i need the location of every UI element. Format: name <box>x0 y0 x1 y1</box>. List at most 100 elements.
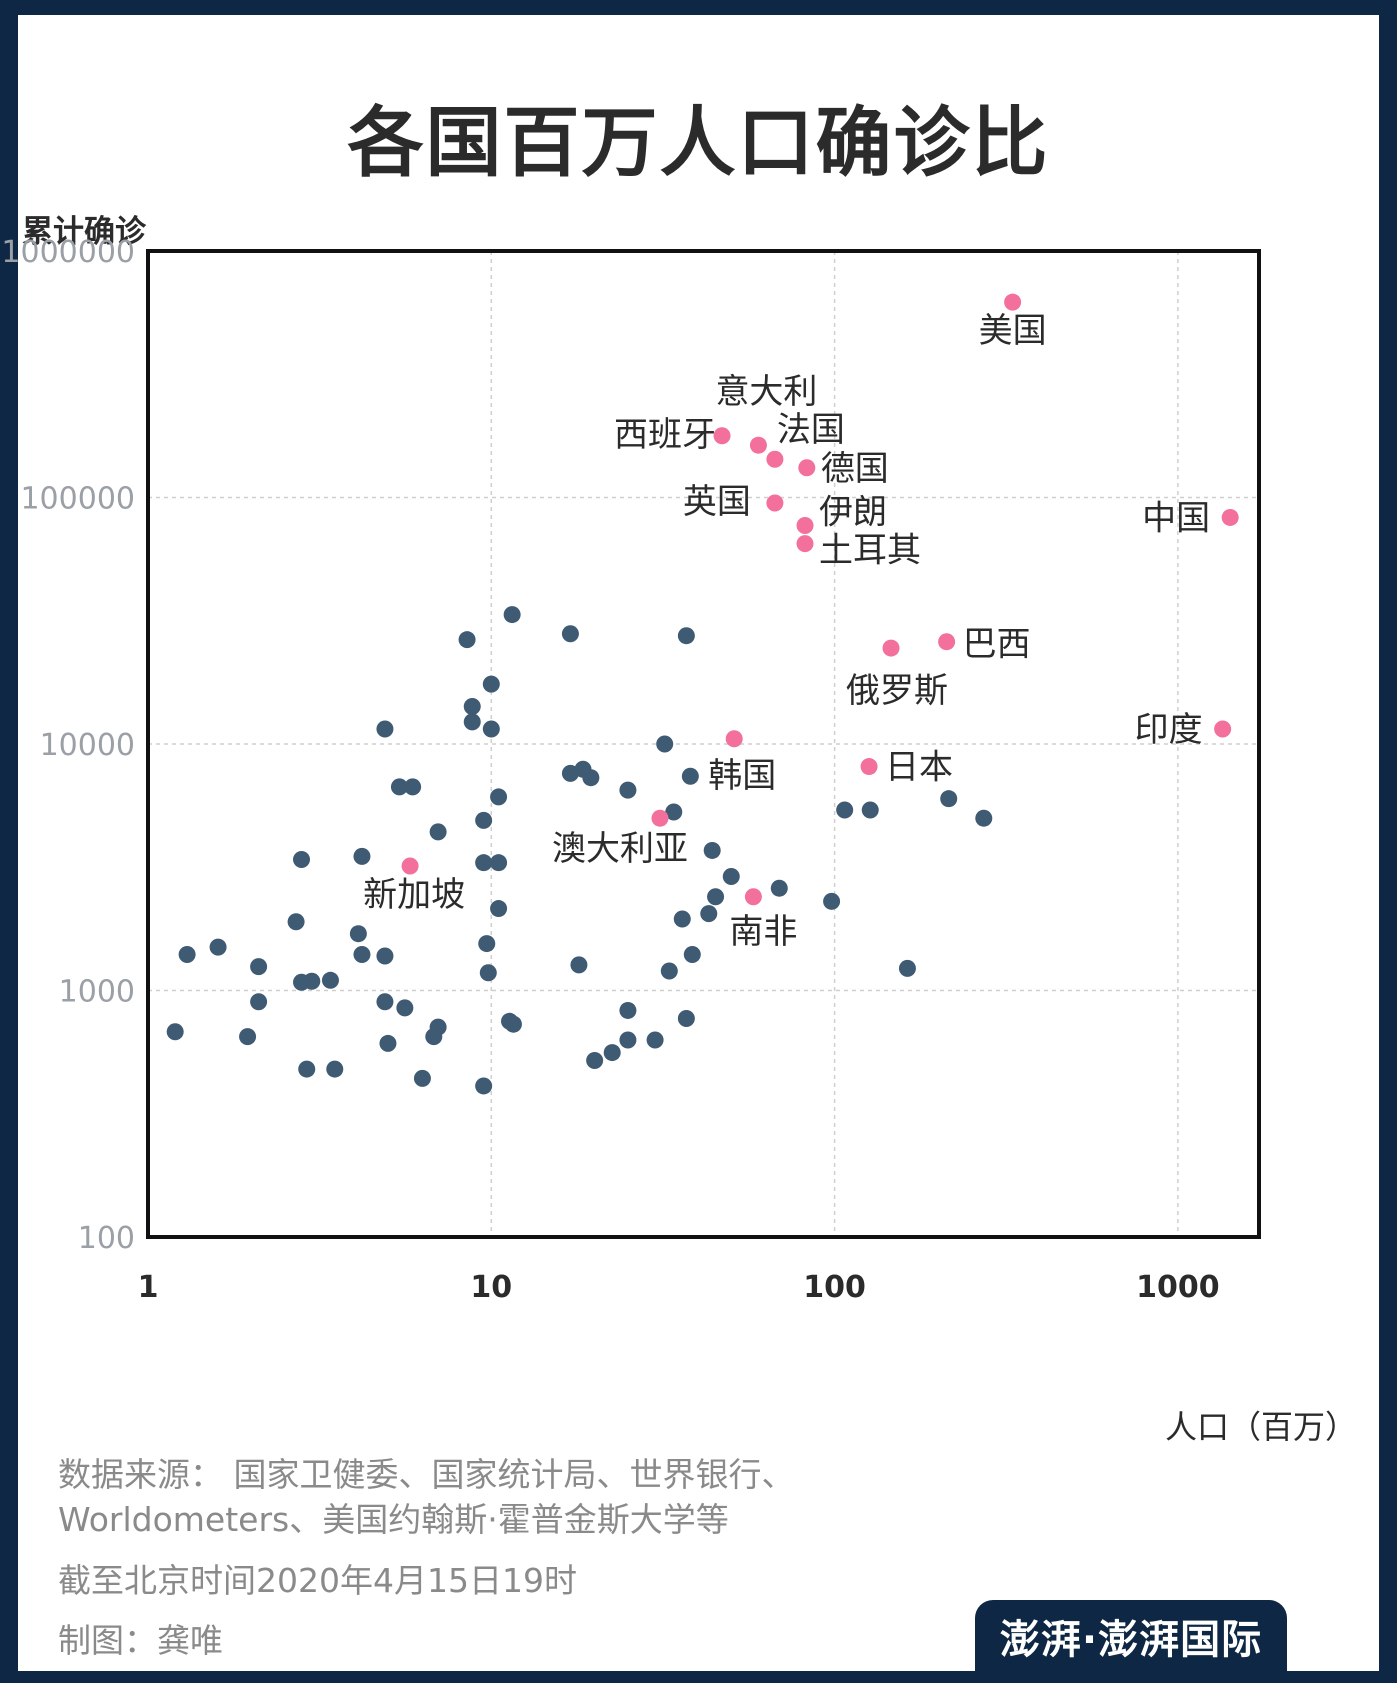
data-point <box>673 910 691 928</box>
data-point <box>166 1023 184 1041</box>
data-point <box>619 781 637 799</box>
point-label: 英国 <box>683 482 751 522</box>
point-label: 新加坡 <box>363 875 465 915</box>
highlight-point <box>1214 720 1232 738</box>
data-point <box>677 627 695 645</box>
data-point <box>379 1034 397 1052</box>
highlight-point <box>1004 293 1022 311</box>
data-point <box>700 905 718 923</box>
data-point <box>390 778 408 796</box>
data-point <box>656 735 674 753</box>
point-label: 巴西 <box>963 625 1031 665</box>
data-point <box>586 1052 604 1070</box>
highlight-point <box>401 857 419 875</box>
highlight-point <box>766 450 784 468</box>
x-tick-label: 1 <box>138 1270 159 1305</box>
data-point <box>376 720 394 738</box>
y-tick-label: 100000 <box>20 482 135 517</box>
point-label: 南非 <box>729 912 797 952</box>
data-point <box>250 993 268 1011</box>
data-point <box>677 1009 695 1027</box>
data-point <box>836 801 854 819</box>
data-point <box>898 959 916 977</box>
chart-title: 各国百万人口确诊比 <box>347 98 1050 187</box>
x-tick-label: 1000 <box>1136 1270 1220 1305</box>
source-line-2: Worldometers、美国约翰斯·霍普金斯大学等 <box>58 1500 729 1539</box>
highlight-point <box>749 436 767 454</box>
point-label: 西班牙 <box>614 415 716 455</box>
plot-border <box>146 249 1261 1239</box>
data-point <box>490 900 508 918</box>
data-point <box>250 958 268 976</box>
highlight-point <box>1221 508 1239 526</box>
data-point <box>823 892 841 910</box>
highlight-point <box>796 516 814 534</box>
data-point <box>504 1015 522 1033</box>
data-point <box>975 809 993 827</box>
highlight-point <box>796 535 814 553</box>
point-label: 中国 <box>1142 498 1210 538</box>
data-point <box>209 938 227 956</box>
data-point <box>303 972 321 990</box>
source-line-1: 数据来源： 国家卫健委、国家统计局、世界银行、 <box>58 1455 795 1494</box>
data-point <box>396 999 414 1017</box>
data-point <box>582 769 600 787</box>
data-point <box>665 803 683 821</box>
y-tick-label: 10000 <box>40 728 135 763</box>
highlight-point <box>725 730 743 748</box>
highlight-point <box>938 633 956 651</box>
data-point <box>463 697 481 715</box>
x-tick-labels: 1 10 100 1000 <box>138 1270 1220 1305</box>
highlight-point <box>713 427 731 445</box>
data-point <box>707 888 725 906</box>
data-point <box>490 788 508 806</box>
data-point <box>429 823 447 841</box>
data-point <box>475 854 493 872</box>
data-point <box>376 947 394 965</box>
data-point <box>321 971 339 989</box>
point-label: 韩国 <box>708 756 776 796</box>
data-point <box>404 778 422 796</box>
data-point <box>940 790 958 808</box>
data-point <box>413 1069 431 1087</box>
data-point <box>722 868 740 886</box>
highlight-point <box>766 494 784 512</box>
data-point <box>326 1060 344 1078</box>
data-point <box>178 945 196 963</box>
data-point <box>561 625 579 643</box>
data-point <box>660 962 678 980</box>
data-point <box>478 935 496 953</box>
point-label: 法国 <box>777 410 845 450</box>
data-point <box>619 1031 637 1049</box>
data-point <box>353 945 371 963</box>
point-label: 俄罗斯 <box>846 671 948 711</box>
data-point <box>861 801 879 819</box>
x-tick-label: 100 <box>803 1270 866 1305</box>
data-point <box>475 811 493 829</box>
grid-lines <box>148 251 1259 1237</box>
date-note: 截至北京时间2020年4月15日19时 <box>58 1561 577 1600</box>
data-point <box>458 631 476 649</box>
data-point <box>770 879 788 897</box>
data-point <box>646 1031 664 1049</box>
data-point <box>482 675 500 693</box>
x-axis-label: 人口（百万） <box>1164 1408 1357 1446</box>
labeled-points <box>401 293 1239 906</box>
highlight-point <box>744 888 762 906</box>
point-label: 美国 <box>979 311 1047 351</box>
highlight-point <box>651 809 669 827</box>
data-point <box>293 850 311 868</box>
data-point <box>349 925 367 943</box>
data-point <box>425 1028 443 1046</box>
y-axis-label: 累计确诊 <box>22 214 146 250</box>
data-point <box>287 913 305 931</box>
point-label: 土耳其 <box>819 531 921 571</box>
data-point <box>479 964 497 982</box>
point-label: 意大利 <box>715 372 817 412</box>
data-point <box>298 1060 316 1078</box>
data-point <box>376 993 394 1011</box>
data-point <box>703 841 721 859</box>
